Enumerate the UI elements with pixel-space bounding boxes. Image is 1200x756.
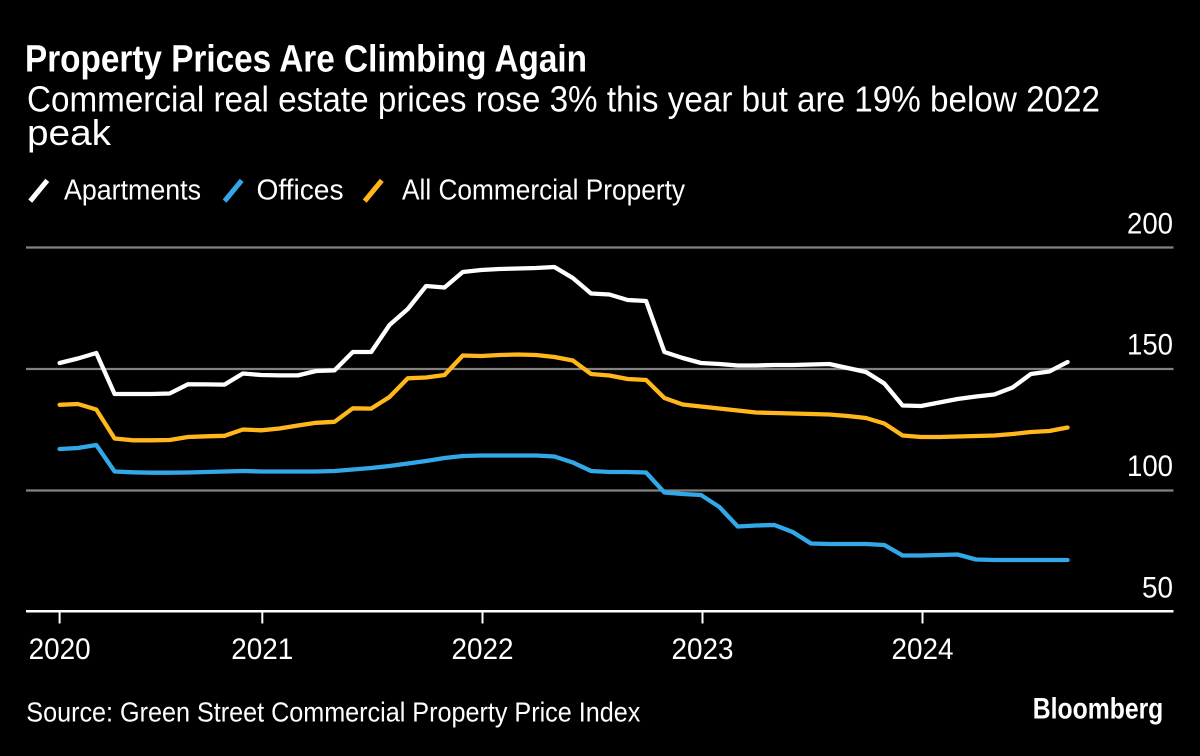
svg-text:Bloomberg: Bloomberg [1033,692,1164,725]
svg-text:2023: 2023 [672,633,734,666]
svg-text:Source: Green Street Commercia: Source: Green Street Commercial Property… [26,697,640,728]
svg-text:2024: 2024 [892,633,954,666]
svg-text:100: 100 [1127,450,1173,483]
svg-text:Apartments: Apartments [64,175,201,207]
svg-text:200: 200 [1127,208,1173,241]
svg-text:Offices: Offices [257,175,344,207]
svg-text:Commercial real estate prices: Commercial real estate prices rose 3% th… [27,79,1100,120]
svg-text:peak: peak [27,112,112,153]
svg-text:50: 50 [1142,572,1173,605]
svg-text:2022: 2022 [452,633,514,666]
svg-text:Property Prices Are Climbing A: Property Prices Are Climbing Again [25,39,587,81]
svg-text:All Commercial Property: All Commercial Property [402,175,685,207]
svg-text:2021: 2021 [231,633,293,666]
svg-text:150: 150 [1127,329,1173,362]
svg-text:2020: 2020 [29,633,91,666]
